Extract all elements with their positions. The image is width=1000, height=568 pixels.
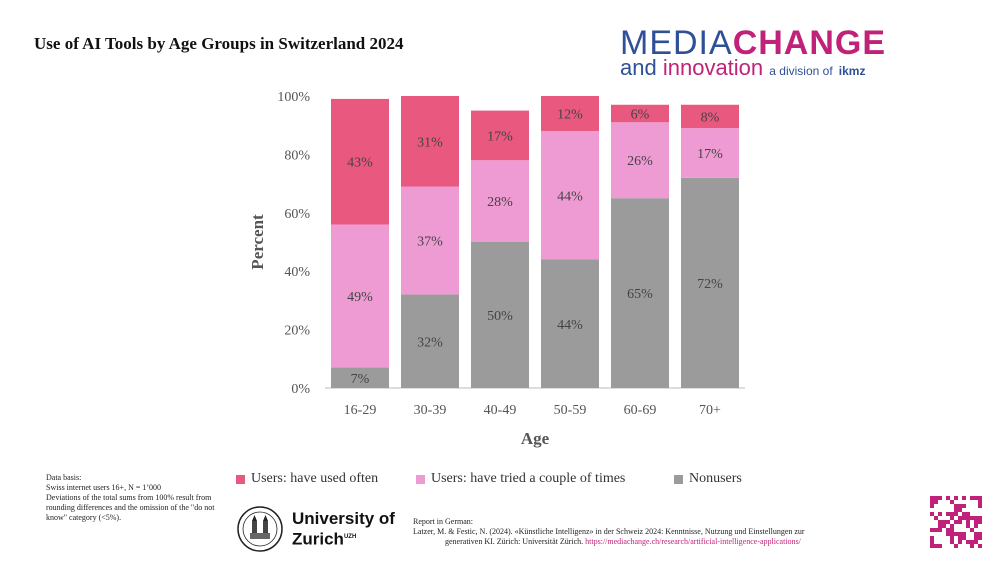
report-reference: Report in German: Latzer, M. & Festic, N…	[413, 517, 913, 547]
legend-label: Nonusers	[689, 471, 742, 486]
mediachange-logo: MEDIACHANGE and innovation a division of…	[620, 26, 886, 79]
data-label: 26%	[627, 154, 653, 169]
data-label: 28%	[487, 195, 513, 210]
data-label: 37%	[417, 235, 443, 250]
data-label: 65%	[627, 287, 653, 302]
data-basis-deviation: Deviations of the total sums from 100% r…	[46, 493, 215, 522]
data-label: 72%	[697, 277, 723, 292]
x-tick-label: 70+	[699, 403, 721, 418]
bar-tried	[541, 131, 599, 260]
bar-nonusers	[611, 198, 669, 388]
x-axis-title: Age	[521, 429, 550, 448]
bar-tried	[331, 224, 389, 368]
data-label: 6%	[631, 108, 650, 123]
bar-tried	[681, 128, 739, 178]
bar-often	[471, 110, 529, 161]
data-label: 44%	[557, 318, 583, 333]
report-citation: Latzer, M. & Festic, N. (2024). «Künstli…	[413, 527, 805, 536]
report-citation-cont: generativen KI. Zürich: Universität Züri…	[445, 537, 584, 546]
report-heading: Report in German:	[413, 517, 473, 526]
bar-tried	[471, 160, 529, 242]
report-link[interactable]: https://mediachange.ch/research/artifici…	[585, 537, 801, 546]
legend-often: Users: have used often	[236, 471, 378, 487]
data-label: 12%	[557, 108, 583, 123]
x-tick-label: 30-39	[414, 403, 447, 418]
university-sup: UZH	[343, 534, 357, 541]
x-tick-label: 16-29	[344, 403, 377, 418]
y-axis-title: Percent	[248, 214, 267, 270]
x-tick-label: 50-59	[554, 403, 587, 418]
data-label: 50%	[487, 309, 513, 324]
bar-nonusers	[331, 367, 389, 388]
y-tick-label: 0%	[291, 382, 310, 397]
bar-often	[541, 96, 599, 132]
legend-label: Users: have tried a couple of times	[431, 471, 626, 486]
data-label: 43%	[347, 156, 373, 171]
logo-and: and	[620, 55, 657, 80]
university-name-line2: Zurich	[292, 529, 344, 549]
data-basis-sample: Swiss internet users 16+, N = 1’000	[46, 483, 162, 492]
bar-often	[401, 96, 459, 187]
chart-title: Use of AI Tools by Age Groups in Switzer…	[34, 34, 404, 53]
logo-media: MEDIA	[620, 24, 733, 62]
logo-division: a division of	[769, 64, 833, 78]
qr-code-icon[interactable]	[930, 496, 982, 548]
university-name-line1: University of	[292, 509, 395, 529]
university-logo: University of ZurichUZH	[236, 505, 395, 553]
bar-nonusers	[471, 242, 529, 388]
bar-often	[611, 104, 669, 123]
data-basis-heading: Data basis:	[46, 473, 82, 482]
data-label: 44%	[557, 189, 583, 204]
legend-nonusers: Nonusers	[674, 471, 742, 487]
bar-often	[681, 104, 739, 129]
data-label: 17%	[697, 147, 723, 162]
bar-tried	[611, 122, 669, 199]
data-label: 49%	[347, 290, 373, 305]
logo-ikmz: ikmz	[838, 64, 866, 78]
bar-nonusers	[401, 294, 459, 388]
data-label: 8%	[701, 110, 720, 125]
x-tick-label: 40-49	[484, 403, 517, 418]
y-tick-label: 20%	[284, 324, 310, 339]
legend-label: Users: have used often	[251, 471, 379, 486]
legend-swatch-nonusers	[674, 474, 683, 484]
legend-tried: Users: have tried a couple of times	[416, 471, 625, 487]
bar-nonusers	[541, 259, 599, 388]
data-label: 32%	[417, 335, 443, 350]
data-label: 7%	[351, 372, 370, 387]
legend-swatch-tried	[416, 474, 425, 484]
x-tick-label: 60-69	[624, 403, 657, 418]
bar-tried	[401, 186, 459, 295]
data-basis-note: Data basis: Swiss internet users 16+, N …	[46, 473, 216, 523]
y-tick-label: 100%	[277, 90, 310, 105]
bar-nonusers	[681, 177, 739, 388]
legend-swatch-often	[236, 474, 245, 484]
y-tick-label: 80%	[284, 148, 310, 163]
y-tick-label: 60%	[284, 207, 310, 222]
data-label: 31%	[417, 135, 443, 150]
y-tick-label: 40%	[284, 265, 310, 280]
bar-often	[331, 98, 389, 225]
logo-innovation: innovation	[662, 55, 764, 80]
logo-change: CHANGE	[732, 24, 887, 62]
data-label: 17%	[487, 129, 513, 144]
uzh-seal-icon	[237, 506, 283, 552]
